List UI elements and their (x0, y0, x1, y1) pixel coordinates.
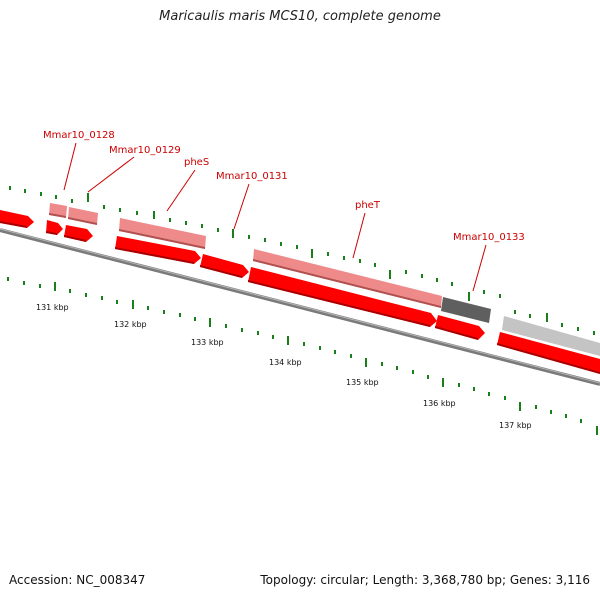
cds-shade (200, 265, 242, 278)
cds-arrow (46, 220, 63, 235)
map-title: Maricaulis maris MCS10, complete genome (159, 9, 441, 24)
leader-line (63, 142, 77, 191)
gene-label-mmar10-0129: Mmar10_0129 (109, 145, 181, 156)
cds-next-grey (502, 316, 600, 356)
kbp-label: 135 kbp (346, 378, 379, 387)
kbp-label: 131 kbp (36, 303, 69, 312)
cds-mmar10-0133 (441, 297, 491, 323)
gene-label-mmar10-0133: Mmar10_0133 (453, 232, 525, 243)
leader-line (87, 156, 135, 193)
kbp-label: 132 kbp (114, 320, 147, 329)
cds-shade (435, 326, 478, 340)
gene-label-mmar10-0131: Mmar10_0131 (216, 171, 288, 182)
cds-pale-shade (119, 229, 205, 249)
kbp-label: 133 kbp (191, 338, 224, 347)
cds-shade (248, 280, 430, 327)
cds-phet (253, 249, 442, 308)
gene-label-phes: pheS (184, 157, 209, 168)
cds-shade (0, 221, 27, 228)
cds-arrow (200, 254, 249, 278)
outer-tick-row (9, 186, 595, 335)
genome-stats-text: Topology: circular; Length: 3,368,780 bp… (260, 573, 590, 587)
gene-label-mmar10-0128: Mmar10_0128 (43, 130, 115, 141)
cds-pale-shade (49, 213, 66, 218)
cds-shade (115, 247, 194, 264)
cds-shade (46, 231, 57, 235)
genome-backbone (0, 228, 600, 386)
inner-tick-row (7, 277, 598, 435)
leader-line (233, 183, 250, 230)
cds-arrow (248, 267, 437, 327)
cds-shade (497, 343, 600, 374)
cds-shade (64, 235, 86, 242)
leader-line (352, 212, 366, 259)
cds-row-lower (0, 210, 600, 374)
kbp-labels: 131 kbp 132 kbp 133 kbp 134 kbp 135 kbp … (36, 303, 532, 430)
cds-arrow (435, 315, 485, 340)
cds-pale-shade (68, 217, 97, 225)
cds-arrow (115, 236, 201, 264)
gene-labels: Mmar10_0128 Mmar10_0129 pheS Mmar10_0131… (43, 130, 525, 243)
cds-pale-shade (253, 259, 441, 308)
kbp-label: 136 kbp (423, 399, 456, 408)
kbp-label: 134 kbp (269, 358, 302, 367)
cds-row-upper (49, 203, 600, 356)
leader-line (472, 244, 487, 292)
leader-line (166, 169, 196, 212)
genome-backbone-highlight (0, 228, 600, 384)
cds-phes (119, 218, 206, 249)
cds-arrow (497, 332, 600, 374)
gene-label-phet: pheT (355, 200, 381, 211)
kbp-label: 137 kbp (499, 421, 532, 430)
label-leaders (63, 142, 487, 292)
accession-text: Accession: NC_008347 (9, 573, 146, 587)
